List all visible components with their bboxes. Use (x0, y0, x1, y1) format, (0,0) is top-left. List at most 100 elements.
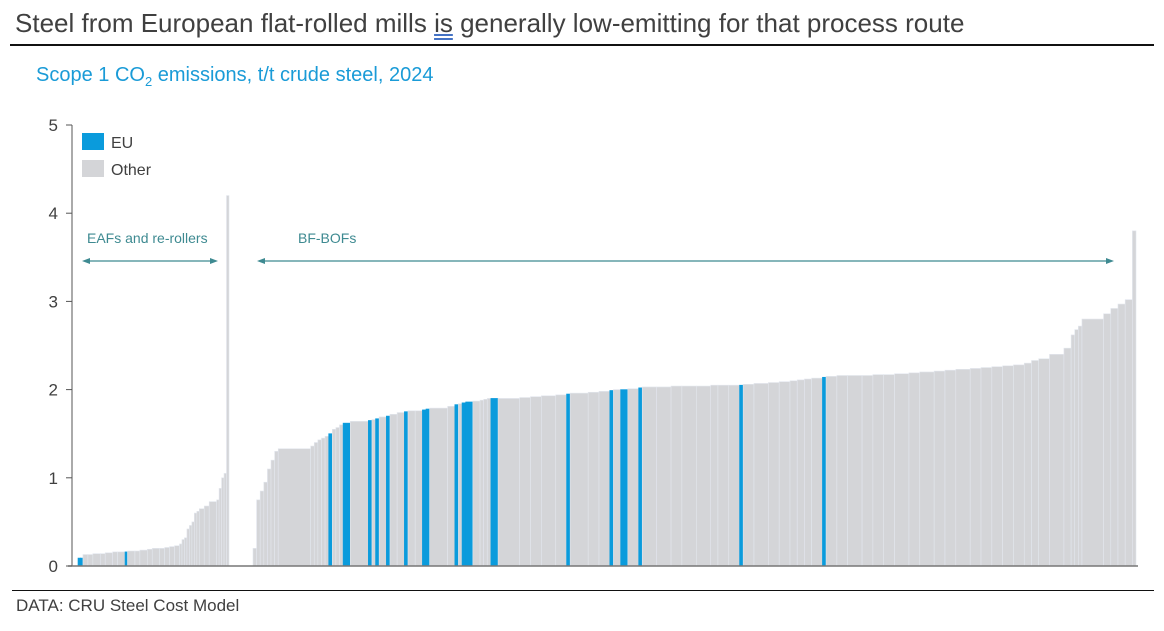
bar-other (117, 551, 126, 567)
y-tick-label: 0 (49, 557, 58, 576)
bar-other (908, 372, 921, 567)
bar-other (1049, 354, 1065, 567)
bar-other (350, 421, 369, 567)
bar-other (194, 512, 198, 567)
bar-other (1074, 329, 1079, 567)
bar-other (324, 436, 329, 567)
bar-other (804, 378, 812, 567)
bar-other (872, 374, 885, 567)
bar-eu (739, 384, 744, 567)
bar-other (112, 551, 118, 567)
bar-other (778, 381, 791, 567)
bar-other (389, 413, 398, 567)
bar-other (407, 410, 416, 567)
title-text: Steel from European flat-rolled mills (15, 8, 435, 38)
bar-other (497, 398, 520, 567)
bar-other (127, 550, 136, 567)
bar-eu (454, 404, 459, 567)
bar-eu (566, 393, 571, 567)
bar-other (1110, 308, 1119, 567)
bar-other (483, 398, 488, 567)
bar-other (82, 554, 89, 567)
bar-other (811, 377, 823, 567)
bar-other (1103, 313, 1112, 567)
bar-eu (124, 551, 128, 567)
bar-other (181, 539, 185, 567)
bar-other (218, 488, 222, 567)
bar-other (789, 380, 798, 567)
bar-other (221, 477, 225, 567)
bar-eu (425, 408, 430, 567)
bar-other (670, 385, 683, 567)
bar-other (1023, 362, 1032, 567)
bar-other (681, 385, 697, 567)
bar-eu (328, 433, 333, 567)
bar-other (530, 396, 542, 567)
bar-other (104, 552, 113, 567)
axes-layer (68, 125, 1138, 567)
bar-other (151, 548, 160, 567)
bar-other (267, 468, 272, 567)
bar-eu (342, 422, 351, 567)
page-title: Steel from European flat-rolled mills is… (15, 8, 964, 39)
legend: EU Other (82, 133, 152, 179)
bar-eu (465, 401, 474, 567)
y-tick-label: 2 (49, 381, 58, 400)
bar-other (598, 391, 611, 567)
bar-other (164, 547, 170, 567)
data-source: DATA: CRU Steel Cost Model (16, 596, 240, 615)
bar-eu (422, 409, 427, 567)
bar-other (1081, 318, 1104, 567)
bar-other (1063, 347, 1072, 567)
legend-swatch-eu (82, 133, 104, 150)
bar-other (587, 391, 600, 567)
bar-other (169, 546, 175, 567)
bar-eu (461, 402, 466, 567)
bar-other (1124, 299, 1133, 567)
bar-other (429, 407, 448, 567)
bar-eu (368, 420, 373, 567)
y-ticks: 0 1 2 3 4 5 (49, 116, 72, 576)
bar-other (519, 397, 531, 567)
y-tick-label: 1 (49, 469, 58, 488)
bar-eu (490, 398, 499, 567)
bar-eu (638, 387, 643, 567)
bar-other (414, 410, 423, 567)
bar-other (174, 545, 180, 567)
bar-other (613, 389, 621, 567)
bar-other (1132, 230, 1137, 567)
bar-other (92, 553, 101, 567)
bar-other (189, 525, 193, 567)
bars-layer (77, 195, 1137, 567)
bar-other (331, 428, 337, 567)
bar-other (980, 367, 993, 567)
bar-other (847, 375, 863, 567)
bar-other (274, 451, 279, 567)
annotation-eaf-label: EAFs and re-rollers (87, 230, 208, 246)
bar-other (742, 384, 755, 567)
bar-other (310, 445, 315, 567)
legend-label-other: Other (111, 162, 152, 179)
bar-other (796, 379, 805, 567)
bar-other (378, 416, 387, 567)
bar-other (919, 371, 935, 567)
title-text-end: generally low-emitting for that process … (452, 8, 965, 38)
bar-other (479, 399, 484, 567)
bar-other (955, 369, 971, 567)
y-tick-label: 5 (49, 116, 58, 135)
bar-other (277, 448, 311, 567)
bar-other (191, 521, 195, 567)
annotation-eaf-arrowhead-right (210, 258, 218, 264)
bar-other (894, 373, 910, 567)
bar-other (1117, 303, 1126, 567)
bar-eu (80, 557, 84, 567)
bar-other (99, 553, 106, 567)
annotation-bof-arrowhead-right (1106, 258, 1114, 264)
bar-other (252, 548, 257, 567)
bar-other (641, 386, 657, 567)
bar-other (728, 384, 740, 567)
bar-eu (404, 411, 409, 567)
bar-other (768, 382, 780, 567)
bar-other (1031, 360, 1039, 567)
